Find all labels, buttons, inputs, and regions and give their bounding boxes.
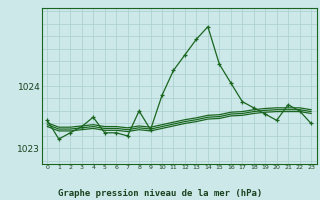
Text: Graphe pression niveau de la mer (hPa): Graphe pression niveau de la mer (hPa) (58, 189, 262, 198)
